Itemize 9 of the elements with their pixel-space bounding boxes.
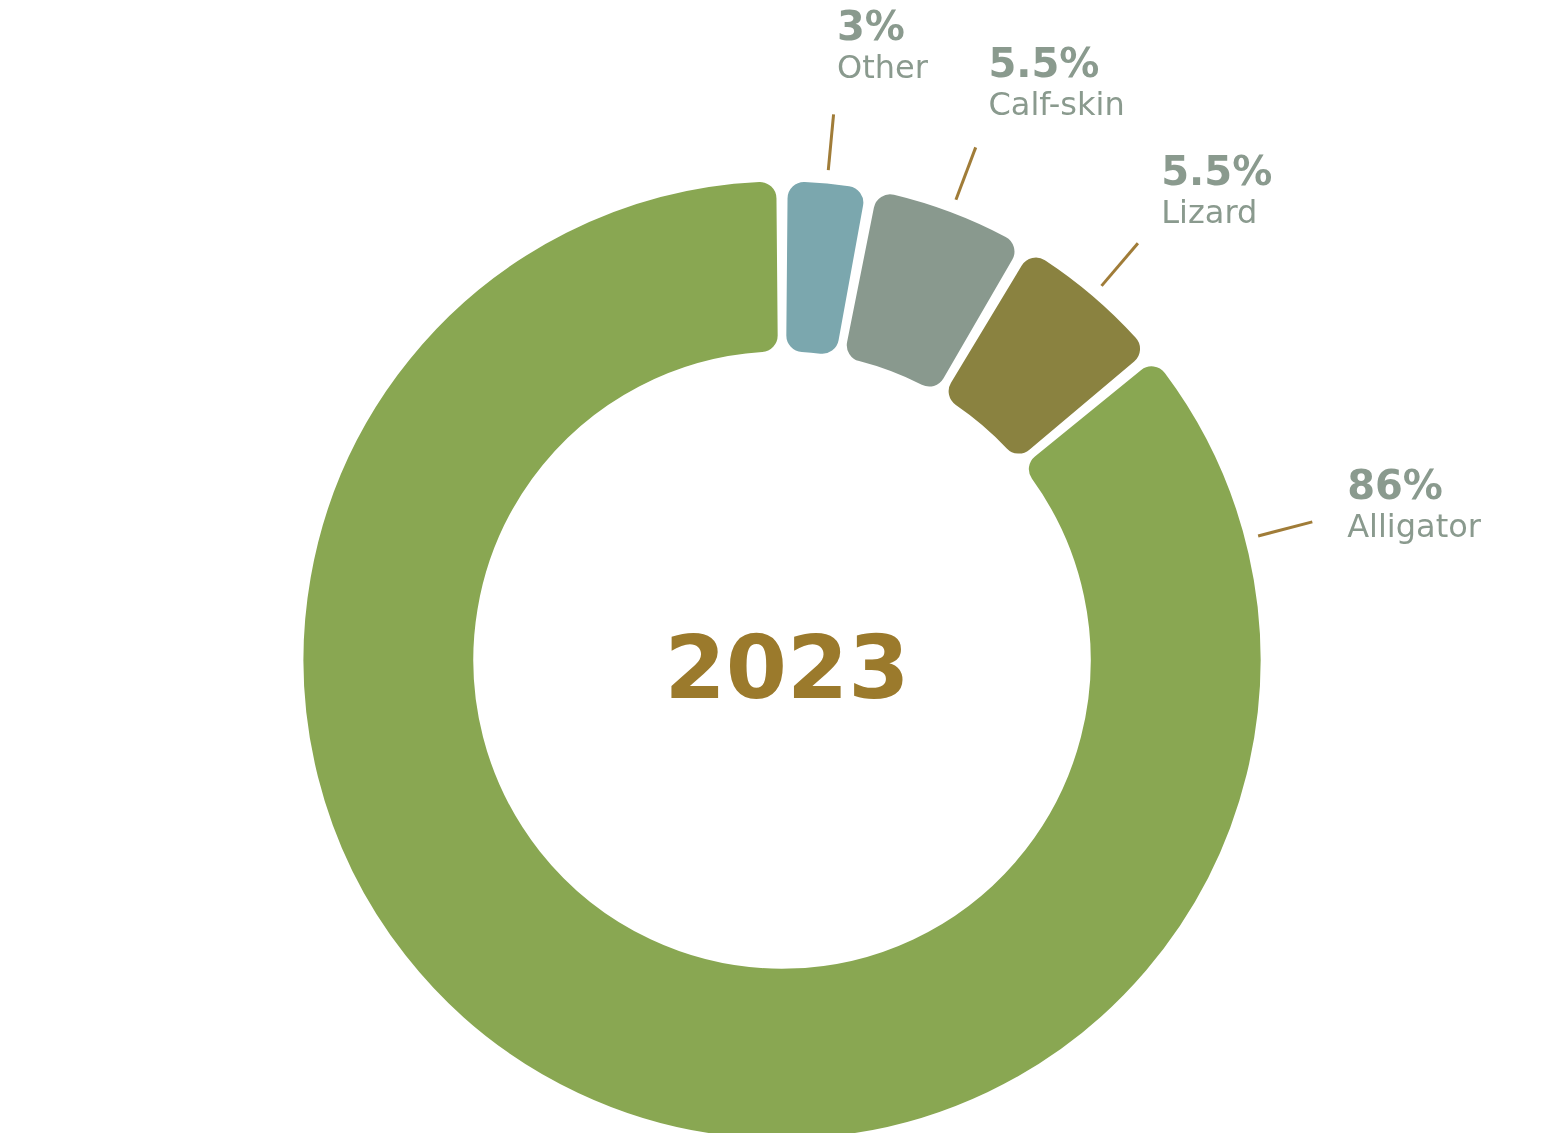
data-label: 5.5% [1161,148,1273,195]
data-label: 5.5% [988,39,1100,86]
slice-label: Other [836,47,929,86]
slice-label: Lizard [1161,193,1258,232]
text: 2023 [664,615,910,719]
data-label: 86% [1347,462,1443,509]
slice-label: Alligator [1347,507,1482,546]
slice-label: Calf-skin [988,84,1125,123]
data-label: 3% [836,2,905,49]
